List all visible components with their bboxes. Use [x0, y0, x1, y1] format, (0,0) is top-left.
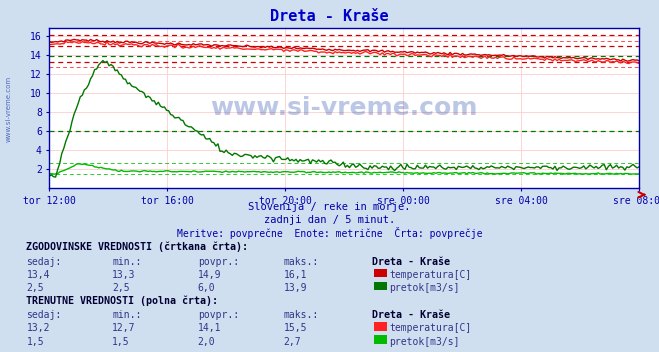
- Text: www.si-vreme.com: www.si-vreme.com: [211, 96, 478, 120]
- Text: pretok[m3/s]: pretok[m3/s]: [389, 337, 460, 346]
- Text: 13,3: 13,3: [112, 270, 136, 280]
- Text: 12,7: 12,7: [112, 323, 136, 333]
- Text: zadnji dan / 5 minut.: zadnji dan / 5 minut.: [264, 215, 395, 225]
- Text: Meritve: povprečne  Enote: metrične  Črta: povprečje: Meritve: povprečne Enote: metrične Črta:…: [177, 227, 482, 239]
- Text: temperatura[C]: temperatura[C]: [389, 323, 472, 333]
- Text: ZGODOVINSKE VREDNOSTI (črtkana črta):: ZGODOVINSKE VREDNOSTI (črtkana črta):: [26, 241, 248, 252]
- Text: Slovenija / reke in morje.: Slovenija / reke in morje.: [248, 202, 411, 212]
- Text: sedaj:: sedaj:: [26, 310, 61, 320]
- Text: 13,9: 13,9: [283, 283, 307, 293]
- Text: 1,5: 1,5: [26, 337, 44, 346]
- Text: povpr.:: povpr.:: [198, 257, 239, 267]
- Text: povpr.:: povpr.:: [198, 310, 239, 320]
- Text: temperatura[C]: temperatura[C]: [389, 270, 472, 280]
- Text: 2,5: 2,5: [26, 283, 44, 293]
- Text: min.:: min.:: [112, 257, 142, 267]
- Text: maks.:: maks.:: [283, 310, 318, 320]
- Text: pretok[m3/s]: pretok[m3/s]: [389, 283, 460, 293]
- Text: sedaj:: sedaj:: [26, 257, 61, 267]
- Text: Dreta - Kraše: Dreta - Kraše: [372, 310, 450, 320]
- Text: www.si-vreme.com: www.si-vreme.com: [5, 76, 11, 142]
- Text: 13,4: 13,4: [26, 270, 50, 280]
- Text: 13,2: 13,2: [26, 323, 50, 333]
- Text: 2,0: 2,0: [198, 337, 215, 346]
- Text: Dreta - Kraše: Dreta - Kraše: [270, 9, 389, 24]
- Text: 14,1: 14,1: [198, 323, 221, 333]
- Text: maks.:: maks.:: [283, 257, 318, 267]
- Text: 2,7: 2,7: [283, 337, 301, 346]
- Text: 6,0: 6,0: [198, 283, 215, 293]
- Text: min.:: min.:: [112, 310, 142, 320]
- Text: 15,5: 15,5: [283, 323, 307, 333]
- Text: 2,5: 2,5: [112, 283, 130, 293]
- Text: 14,9: 14,9: [198, 270, 221, 280]
- Text: TRENUTNE VREDNOSTI (polna črta):: TRENUTNE VREDNOSTI (polna črta):: [26, 296, 218, 306]
- Text: 16,1: 16,1: [283, 270, 307, 280]
- Text: Dreta - Kraše: Dreta - Kraše: [372, 257, 450, 267]
- Text: 1,5: 1,5: [112, 337, 130, 346]
